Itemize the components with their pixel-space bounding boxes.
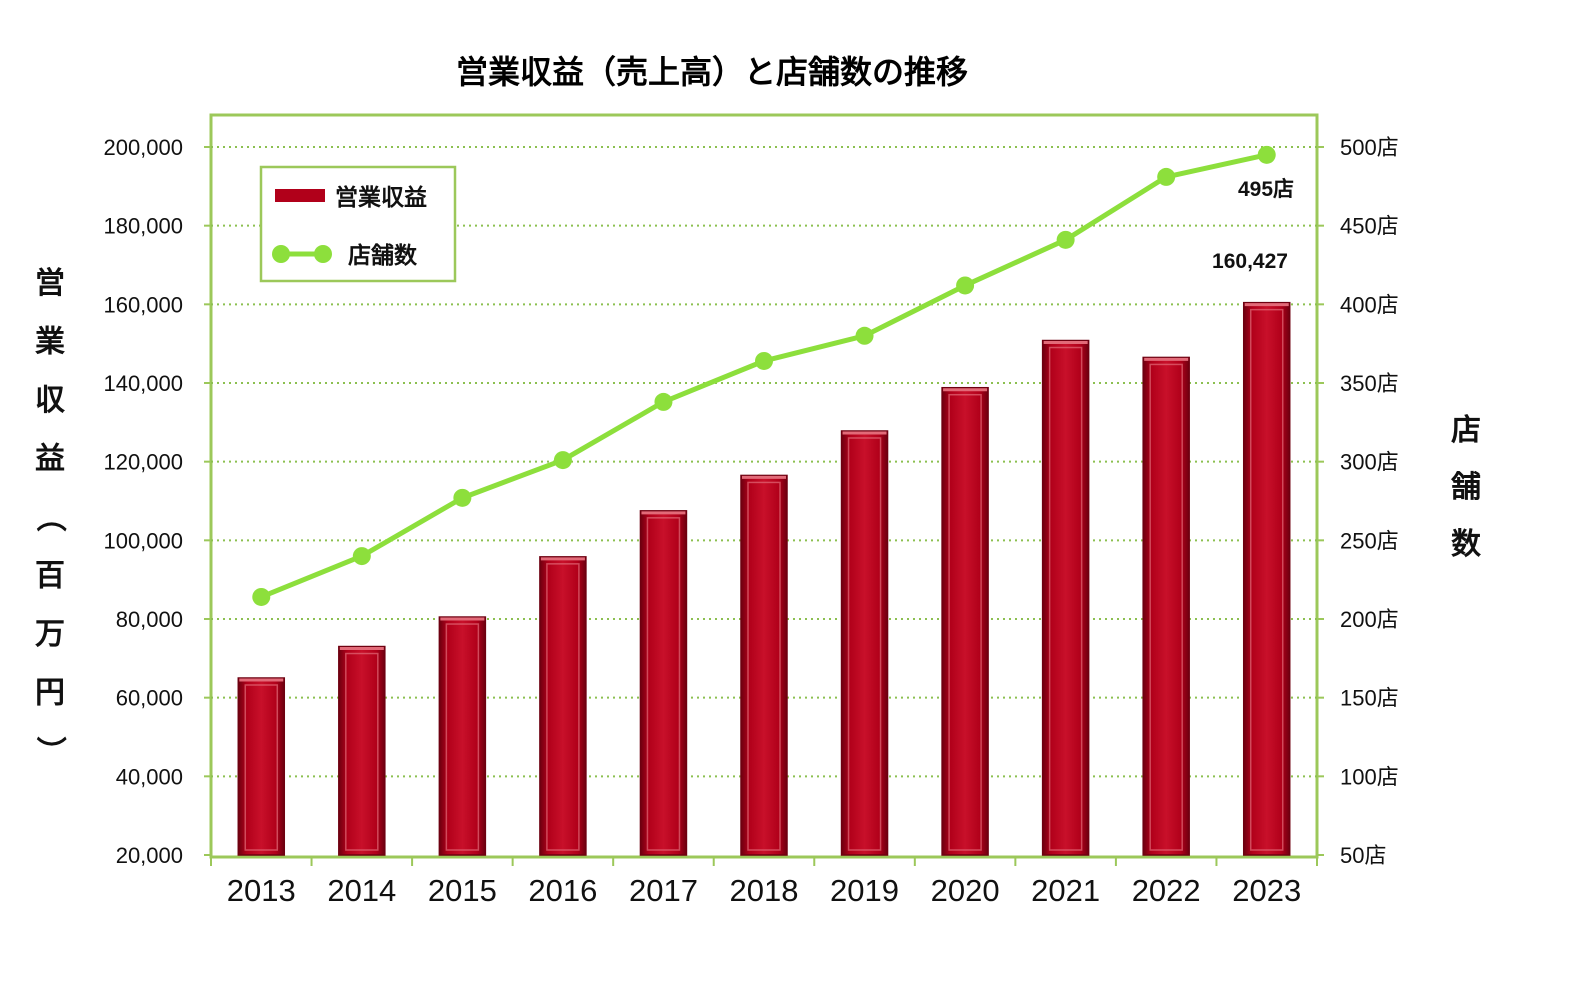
legend-line-marker-right — [314, 245, 332, 263]
store-point — [755, 351, 773, 370]
x-tick-label: 2014 — [327, 873, 396, 908]
x-tick-label: 2022 — [1132, 873, 1201, 908]
bar-bevel — [948, 393, 982, 851]
legend-line-marker-left — [272, 245, 290, 263]
axis-label-char: 万 — [35, 617, 65, 652]
y-left-tick-label: 40,000 — [116, 764, 183, 789]
plot-frame — [209, 113, 1319, 859]
y-right-tick-label: 250店 — [1340, 528, 1399, 553]
y-right-tick-label: 450店 — [1340, 214, 1399, 239]
axis-label-char: （ — [32, 502, 67, 532]
y-left-tick-label: 100,000 — [103, 528, 183, 553]
bar — [1041, 339, 1090, 856]
bar-bevel — [445, 623, 480, 851]
legend-box — [259, 165, 457, 283]
y-right-tick-label: 200店 — [1340, 607, 1399, 632]
legend-label-revenue: 営業収益 — [335, 184, 427, 211]
x-tick-label: 2015 — [428, 873, 497, 908]
bar — [1142, 356, 1190, 856]
line-last-value-label: 495店 — [1238, 177, 1294, 201]
y-right-tick-label: 100店 — [1340, 764, 1399, 789]
y-left-tick-label: 120,000 — [103, 450, 183, 475]
axis-label-char: 舗 — [1450, 470, 1481, 505]
store-point — [252, 587, 271, 606]
bar — [539, 556, 587, 856]
y-left-tick-label: 60,000 — [116, 686, 183, 711]
bar-bevel — [546, 563, 580, 851]
axis-label-char: ） — [32, 736, 67, 766]
x-tick-label: 2019 — [830, 873, 899, 908]
x-tick-label: 2016 — [528, 873, 597, 908]
bar-series-revenue — [237, 301, 1291, 856]
store-point — [352, 547, 371, 566]
legend-label-stores: 店舗数 — [348, 243, 418, 269]
x-tick-label: 2018 — [730, 873, 799, 908]
bar — [639, 510, 688, 856]
y-axis-right-label: 店舗数 — [1450, 413, 1482, 562]
y-axis-left-ticks: 20,000 40,000 60,000 80,000 100,000 120,000 14… — [103, 135, 183, 868]
y-right-tick-label: 500店 — [1340, 135, 1399, 160]
store-point — [1056, 230, 1075, 249]
axis-label-char: 数 — [1451, 527, 1482, 562]
y-right-tick-label: 400店 — [1340, 292, 1399, 317]
y-left-tick-label: 80,000 — [116, 607, 183, 632]
y-axis-right-ticks: 50店 100店 150店 200店 250店 300店 350店 400店 450店 500店 — [1340, 135, 1399, 868]
bar-bevel — [1048, 346, 1083, 851]
y-axis-left-label: 営業収益 （ 百万円 ） — [32, 266, 67, 766]
legend-bar-swatch — [275, 189, 325, 202]
bar — [840, 430, 889, 856]
axis-label-char: 円 — [35, 676, 65, 711]
bar-bevel — [747, 481, 781, 851]
x-tick-label: 2023 — [1232, 873, 1301, 908]
x-tick-label: 2017 — [629, 873, 698, 908]
axis-label-char: 百 — [35, 559, 65, 594]
bar — [941, 386, 989, 856]
store-point — [855, 326, 874, 345]
axis-label-char: 収 — [35, 383, 66, 418]
axis-label-char: 店 — [1451, 413, 1481, 448]
axis-label-char: 業 — [35, 325, 65, 360]
y-right-tick-label: 50店 — [1340, 843, 1386, 868]
x-tick-label: 2013 — [227, 873, 296, 908]
axis-label-char: 営 — [35, 266, 65, 301]
x-axis-ticks: 2013 2014 2015 2016 2017 2018 2019 2020 2021 2022… — [210, 857, 1318, 908]
bar-bevel — [1149, 363, 1183, 851]
bar-last-value-label: 160,427 — [1212, 250, 1288, 273]
store-point — [1257, 145, 1276, 164]
store-point — [956, 276, 975, 295]
bar-bevel — [1249, 308, 1284, 851]
store-point — [453, 488, 472, 507]
store-point — [553, 451, 572, 470]
bar — [1242, 301, 1291, 856]
legend: 営業収益 店舗数 — [259, 165, 457, 283]
y-right-tick-label: 300店 — [1340, 450, 1399, 475]
y-left-tick-label: 20,000 — [116, 843, 183, 868]
store-point — [1157, 167, 1176, 186]
bar-bevel — [345, 652, 379, 851]
y-right-tick-label: 150店 — [1340, 686, 1399, 711]
y-right-tick-label: 350店 — [1340, 371, 1399, 396]
y-left-tick-label: 160,000 — [103, 292, 183, 317]
bar — [740, 474, 788, 856]
bar-bevel — [847, 437, 882, 851]
bar — [438, 616, 487, 856]
axis-label-char: 益 — [35, 442, 65, 477]
store-point — [654, 392, 673, 411]
line-series-stores — [252, 145, 1276, 606]
y-left-tick-label: 180,000 — [103, 214, 183, 239]
bar-bevel — [244, 684, 279, 851]
x-tick-label: 2021 — [1031, 873, 1100, 908]
y-left-tick-label: 200,000 — [103, 135, 183, 160]
y-left-tick-label: 140,000 — [103, 371, 183, 396]
x-tick-label: 2020 — [931, 873, 1000, 908]
chart-title: 営業収益（売上高）と店舗数の推移 — [456, 53, 968, 91]
bar — [338, 645, 386, 856]
bar-bevel — [646, 517, 681, 851]
bar — [237, 677, 286, 856]
